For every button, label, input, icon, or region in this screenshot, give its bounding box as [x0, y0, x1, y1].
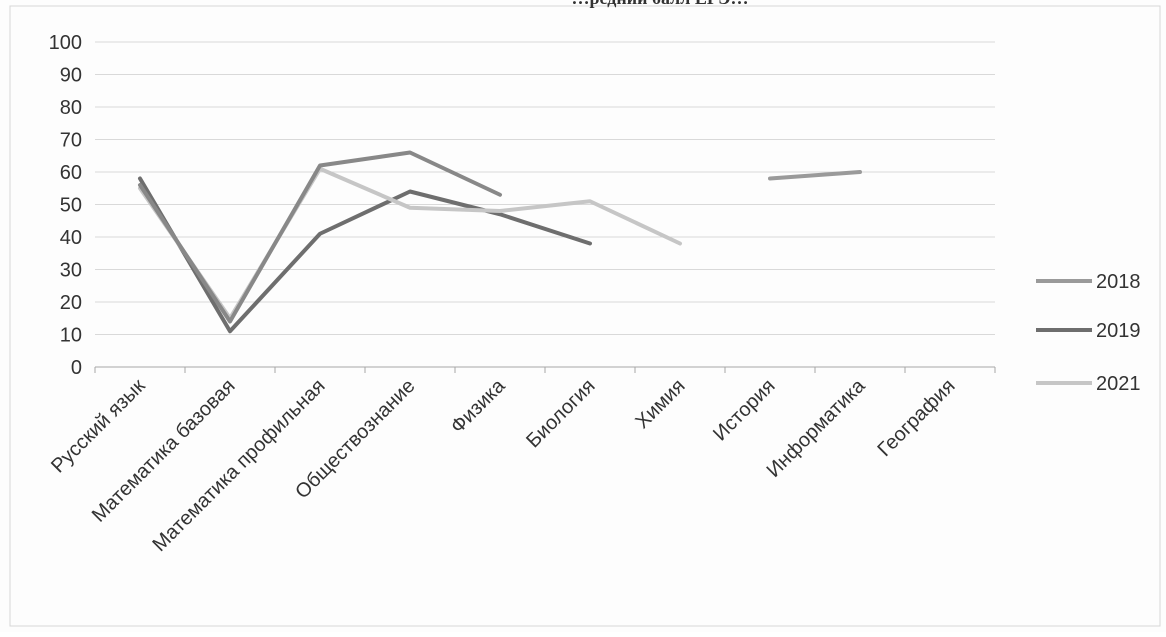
- y-tick-label: 10: [60, 325, 82, 347]
- series-line-2019: [138, 176, 592, 334]
- legend-label: 2018: [1096, 271, 1141, 293]
- category-label: Физика: [447, 374, 511, 438]
- category-label: Биология: [522, 375, 599, 452]
- category-label: История: [709, 375, 779, 445]
- y-tick-label: 40: [60, 227, 82, 249]
- y-tick-label: 20: [60, 292, 82, 314]
- grid-layer: [95, 41, 995, 335]
- category-label: Химия: [631, 375, 689, 433]
- y-tick-label: 80: [60, 97, 82, 119]
- category-label: География: [873, 375, 959, 461]
- y-tick-label: 70: [60, 130, 82, 152]
- series-line-2018: [768, 170, 862, 181]
- y-tick-label: 0: [71, 357, 82, 379]
- category-label: Русский язык: [47, 375, 150, 478]
- category-label: Математика профильная: [148, 375, 329, 556]
- y-tick-label: 50: [60, 195, 82, 217]
- series-layer: [138, 150, 862, 334]
- chart-title: …редний балл ЕГЭ…: [571, 0, 748, 8]
- y-tick-label: 100: [49, 32, 82, 54]
- y-tick-label: 90: [60, 65, 82, 87]
- y-tick-label: 30: [60, 260, 82, 282]
- chart-border: [9, 5, 1161, 627]
- legend-label: 2021: [1096, 373, 1141, 395]
- series-line-series-3: [138, 150, 502, 324]
- axis-layer: 0 10 20 30 40 50 60 70 80 90 100 Русский языкМатема…: [47, 32, 996, 556]
- legend: 2018 2019 2021: [1036, 271, 1141, 395]
- legend-label: 2019: [1096, 320, 1141, 342]
- y-tick-label: 60: [60, 162, 82, 184]
